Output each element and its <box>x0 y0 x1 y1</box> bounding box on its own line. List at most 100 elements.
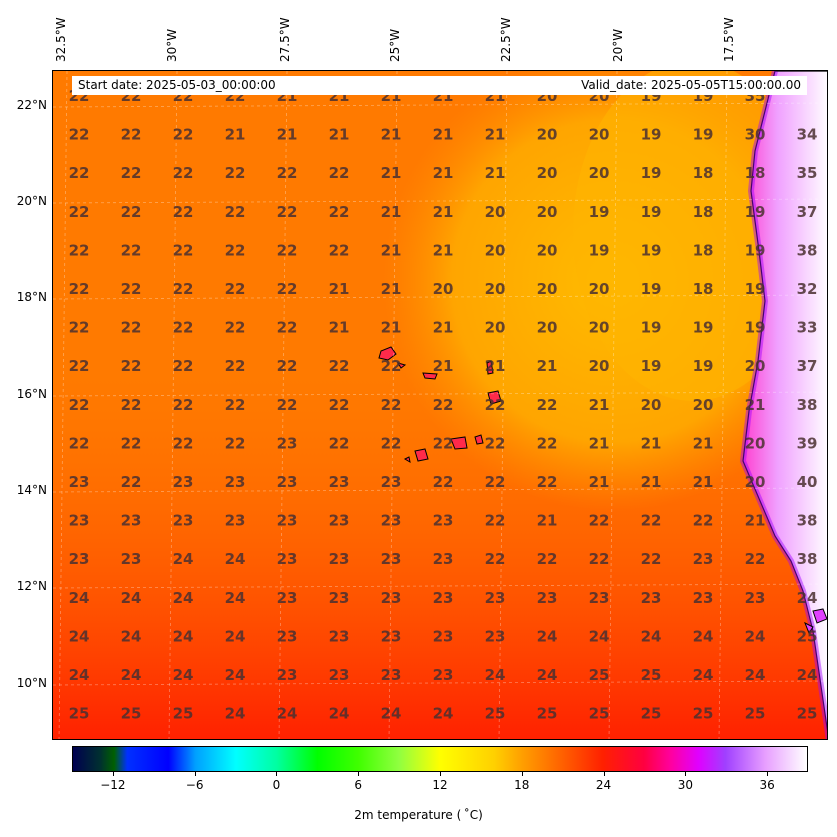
colorbar-tick-label: 0 <box>272 778 281 792</box>
grid-value: 39 <box>797 434 818 452</box>
grid-value: 19 <box>693 357 714 375</box>
colorbar-tick <box>603 772 605 776</box>
lon-label-20w: 20°W <box>611 28 625 62</box>
grid-value: 22 <box>277 319 298 337</box>
grid-value: 21 <box>381 319 402 337</box>
grid-value: 19 <box>693 319 714 337</box>
colorbar-tick-label: −6 <box>185 778 204 792</box>
grid-value: 22 <box>589 550 610 568</box>
colorbar-tick-label: 12 <box>432 778 448 792</box>
island-santo-antao <box>378 346 397 361</box>
grid-value: 24 <box>381 705 402 723</box>
grid-value: 22 <box>433 396 454 414</box>
west-africa-land <box>742 71 827 732</box>
grid-value: 23 <box>277 434 298 452</box>
grid-value: 25 <box>745 705 766 723</box>
grid-value: 24 <box>225 666 246 684</box>
grid-value: 22 <box>121 319 142 337</box>
grid-value: 25 <box>589 705 610 723</box>
grid-value: 21 <box>381 280 402 298</box>
colorbar-tick <box>685 772 687 776</box>
grid-value: 21 <box>485 357 506 375</box>
grid-value: 37 <box>797 203 818 221</box>
grid-value: 24 <box>69 627 90 645</box>
grid-value: 21 <box>589 396 610 414</box>
grid-value: 22 <box>121 434 142 452</box>
grid-value: 22 <box>121 203 142 221</box>
grid-value: 23 <box>225 473 246 491</box>
grid-value: 22 <box>433 473 454 491</box>
grid-value: 23 <box>277 550 298 568</box>
grid-value: 19 <box>745 319 766 337</box>
grid-value: 24 <box>121 666 142 684</box>
grid-value: 25 <box>173 705 194 723</box>
grid-value: 21 <box>433 241 454 259</box>
grid-value: 22 <box>537 396 558 414</box>
grid-value: 22 <box>173 164 194 182</box>
grid-value: 25 <box>641 666 662 684</box>
grid-value: 22 <box>173 434 194 452</box>
grid-value: 23 <box>277 512 298 530</box>
grid-value: 22 <box>225 319 246 337</box>
grid-value: 20 <box>537 126 558 144</box>
grid-value: 22 <box>381 434 402 452</box>
grid-value: 23 <box>329 589 350 607</box>
grid-value: 19 <box>641 357 662 375</box>
grid-value: 21 <box>485 164 506 182</box>
grid-value: 23 <box>433 666 454 684</box>
grid-value: 21 <box>485 126 506 144</box>
grid-value: 22 <box>537 473 558 491</box>
grid-value: 22 <box>433 434 454 452</box>
map-canvas: 22 22 22 22 21 21 21 21 21 20 20 19 19 35 22 22 22 21 21 21… <box>53 71 827 739</box>
colorbar-tick <box>440 772 441 776</box>
grid-value: 22 <box>69 434 90 452</box>
colorbar-tick <box>276 772 278 776</box>
grid-value: 22 <box>121 126 142 144</box>
lat-label-22n: 22°N <box>16 98 47 112</box>
grid-value: 20 <box>589 126 610 144</box>
valid-date-label: Valid_date: 2025-05-05T15:00:00.00 <box>502 76 807 95</box>
colorbar-tick <box>358 772 360 776</box>
grid-value: 22 <box>121 241 142 259</box>
grid-value: 22 <box>277 280 298 298</box>
grid-value: 19 <box>589 241 610 259</box>
grid-value: 24 <box>537 666 558 684</box>
grid-value: 22 <box>745 550 766 568</box>
grid-value: 25 <box>641 705 662 723</box>
grid-value: 22 <box>121 357 142 375</box>
grid-value: 22 <box>381 396 402 414</box>
grid-value: 24 <box>329 705 350 723</box>
grid-value: 38 <box>797 512 818 530</box>
grid-value: 33 <box>797 319 818 337</box>
lat-label-12n: 12°N <box>16 579 47 593</box>
grid-value: 23 <box>381 589 402 607</box>
colorbar-tick <box>112 772 114 776</box>
start-date-label: Start date: 2025-05-03_00:00:00 <box>72 76 508 95</box>
lat-label-20n: 20°N <box>16 194 47 208</box>
grid-value: 24 <box>69 666 90 684</box>
grid-value: 23 <box>277 473 298 491</box>
grid-value: 24 <box>433 705 454 723</box>
colorbar-tick-label: 6 <box>354 778 363 792</box>
grid-value: 21 <box>329 319 350 337</box>
grid-value: 19 <box>641 164 662 182</box>
grid-value: 20 <box>485 241 506 259</box>
grid-value: 23 <box>433 550 454 568</box>
colorbar-tick-label: −12 <box>100 778 126 792</box>
grid-value: 25 <box>797 627 818 645</box>
grid-value: 18 <box>693 241 714 259</box>
grid-value: 24 <box>797 666 818 684</box>
grid-value: 22 <box>277 203 298 221</box>
grid-value: 24 <box>173 666 194 684</box>
grid-value: 21 <box>641 473 662 491</box>
lon-label-17-5w: 17.5°W <box>722 17 736 62</box>
grid-value: 25 <box>797 705 818 723</box>
grid-value: 21 <box>589 473 610 491</box>
lat-label-18n: 18°N <box>16 290 47 304</box>
temperature-colorbar <box>72 746 808 772</box>
grid-value: 22 <box>69 396 90 414</box>
grid-value: 22 <box>173 241 194 259</box>
grid-value: 22 <box>485 396 506 414</box>
grid-value: 21 <box>693 473 714 491</box>
island-boa-vista <box>487 390 502 405</box>
